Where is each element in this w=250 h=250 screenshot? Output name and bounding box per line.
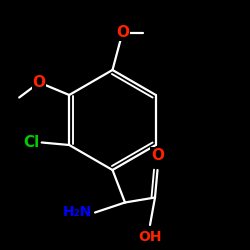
Text: H₂N: H₂N — [63, 206, 92, 220]
Text: O: O — [33, 75, 46, 90]
Text: OH: OH — [138, 230, 162, 244]
Text: Cl: Cl — [23, 135, 39, 150]
Text: O: O — [151, 148, 164, 162]
Text: O: O — [116, 25, 129, 40]
